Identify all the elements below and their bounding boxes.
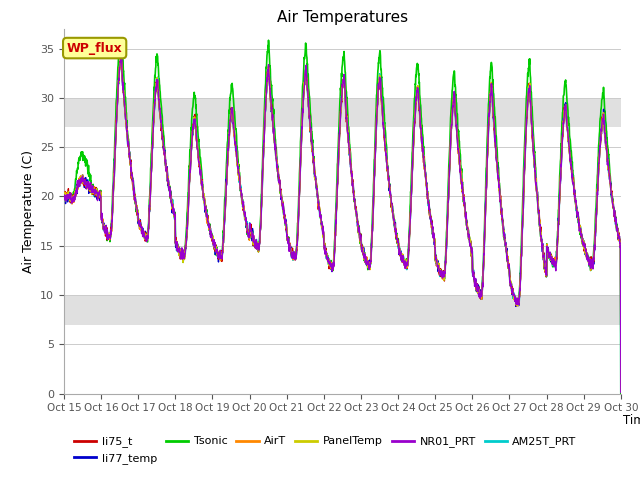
X-axis label: Time: Time — [623, 414, 640, 427]
Bar — [64, 295, 621, 324]
Title: Air Temperatures: Air Temperatures — [277, 10, 408, 25]
Text: WP_flux: WP_flux — [67, 42, 122, 55]
Legend: li75_t, li77_temp, Tsonic, AirT, PanelTemp, NR01_PRT, AM25T_PRT: li75_t, li77_temp, Tsonic, AirT, PanelTe… — [70, 432, 581, 468]
Y-axis label: Air Temperature (C): Air Temperature (C) — [22, 150, 35, 273]
Bar — [64, 98, 621, 127]
